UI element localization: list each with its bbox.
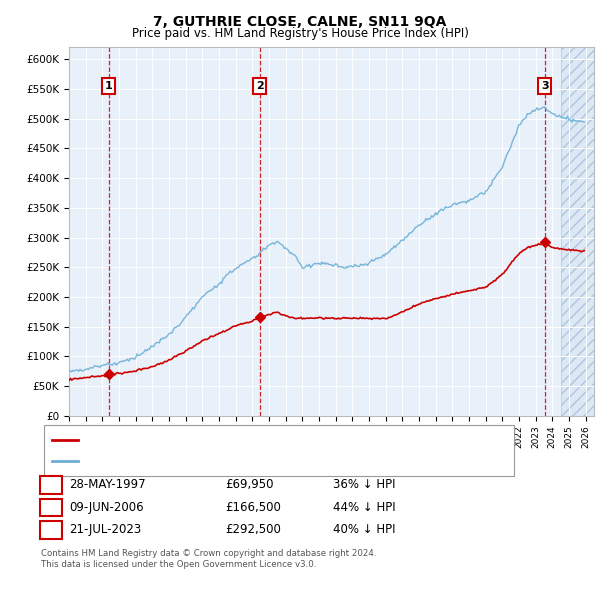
Text: 44% ↓ HPI: 44% ↓ HPI — [333, 501, 395, 514]
Text: 09-JUN-2006: 09-JUN-2006 — [69, 501, 143, 514]
Text: Contains HM Land Registry data © Crown copyright and database right 2024.: Contains HM Land Registry data © Crown c… — [41, 549, 376, 558]
Text: 36% ↓ HPI: 36% ↓ HPI — [333, 478, 395, 491]
Text: 28-MAY-1997: 28-MAY-1997 — [69, 478, 146, 491]
Text: 7, GUTHRIE CLOSE, CALNE, SN11 9QA: 7, GUTHRIE CLOSE, CALNE, SN11 9QA — [154, 15, 446, 29]
Text: £69,950: £69,950 — [225, 478, 274, 491]
Bar — [560, 47, 600, 416]
Text: 7, GUTHRIE CLOSE, CALNE, SN11 9QA (detached house): 7, GUTHRIE CLOSE, CALNE, SN11 9QA (detac… — [85, 435, 377, 445]
Text: 3: 3 — [541, 81, 548, 91]
Text: £166,500: £166,500 — [225, 501, 281, 514]
Text: 2: 2 — [47, 501, 55, 514]
Text: 1: 1 — [105, 81, 113, 91]
Text: This data is licensed under the Open Government Licence v3.0.: This data is licensed under the Open Gov… — [41, 560, 316, 569]
Text: 3: 3 — [47, 523, 55, 536]
Text: HPI: Average price, detached house, Wiltshire: HPI: Average price, detached house, Wilt… — [85, 456, 324, 466]
Text: 21-JUL-2023: 21-JUL-2023 — [69, 523, 141, 536]
Text: 2: 2 — [256, 81, 263, 91]
Text: Price paid vs. HM Land Registry's House Price Index (HPI): Price paid vs. HM Land Registry's House … — [131, 27, 469, 40]
Bar — [560, 47, 600, 416]
Text: 40% ↓ HPI: 40% ↓ HPI — [333, 523, 395, 536]
Text: 1: 1 — [47, 478, 55, 491]
Text: £292,500: £292,500 — [225, 523, 281, 536]
